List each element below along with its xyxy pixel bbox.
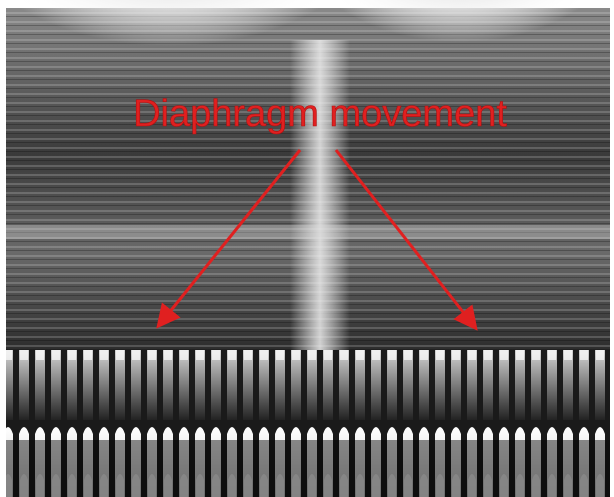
page: Diaphragm movement (() => { const data =… (0, 0, 614, 497)
bright-column (290, 40, 350, 360)
ultrasound-image: Diaphragm movement (0, 0, 614, 497)
annotation-label: Diaphragm movement (133, 93, 507, 135)
tissue-band (6, 225, 610, 239)
bottom-shadow (6, 440, 610, 497)
